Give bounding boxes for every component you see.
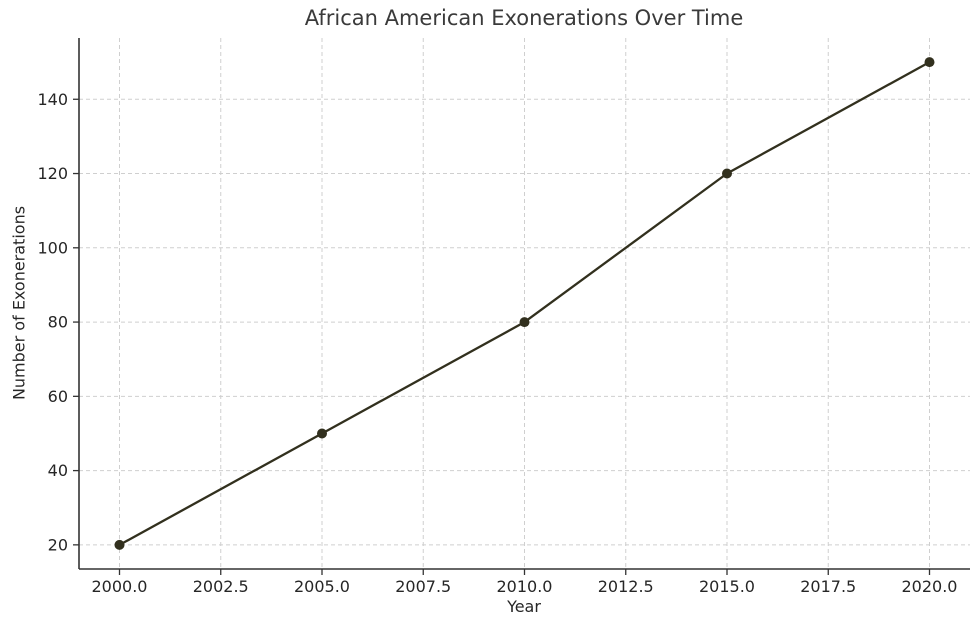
y-tick-label: 80: [48, 313, 68, 332]
y-tick-label: 140: [37, 90, 68, 109]
data-point-marker: [317, 428, 327, 439]
data-point-marker: [722, 168, 732, 179]
x-tick-label: 2020.0: [902, 577, 958, 596]
y-tick-label: 120: [37, 164, 68, 183]
x-axis-label: Year: [507, 597, 541, 616]
x-tick-label: 2005.0: [294, 577, 350, 596]
y-tick-label: 40: [48, 461, 68, 480]
x-tick-label: 2002.5: [193, 577, 249, 596]
data-point-marker: [924, 57, 935, 68]
x-tick-label: 2012.5: [598, 577, 654, 596]
data-point-marker: [519, 317, 530, 328]
y-tick-label: 100: [37, 238, 68, 257]
x-tick-label: 2017.5: [800, 577, 856, 596]
chart-title: African American Exonerations Over Time: [304, 6, 744, 30]
y-tick-label: 20: [48, 535, 68, 554]
y-tick-label: 60: [48, 387, 68, 406]
x-tick-label: 2015.0: [699, 577, 755, 596]
y-axis-label: Number of Exonerations: [9, 205, 29, 401]
x-tick-label: 2000.0: [92, 577, 148, 596]
x-tick-label: 2010.0: [497, 577, 553, 596]
data-point-marker: [114, 539, 125, 550]
x-tick-label: 2007.5: [395, 577, 451, 596]
